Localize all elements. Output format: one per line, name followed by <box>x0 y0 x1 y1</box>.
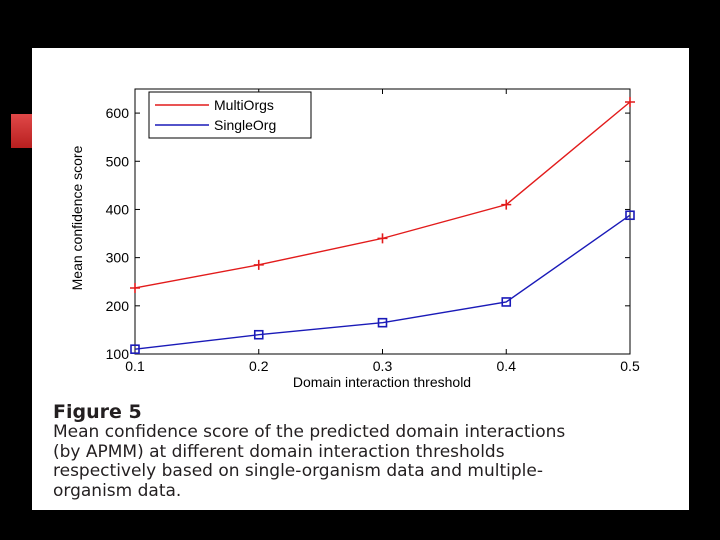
slide-panel: 0.1 0.2 0.3 0.4 0.5 100 200 300 400 500 600 MultiO… <box>32 48 689 510</box>
y-axis-label: Mean confidence score <box>69 145 85 290</box>
data-point-multiorgs <box>501 199 512 210</box>
data-point-singleorg <box>501 297 512 307</box>
data-point-singleorg <box>377 317 388 328</box>
data-point-multiorgs <box>377 233 388 244</box>
legend: MultiOrgs SingleOrg <box>148 91 312 139</box>
y-tick-label: 300 <box>106 250 130 266</box>
x-tick-label: 0.1 <box>125 358 145 374</box>
series-layer <box>130 97 635 354</box>
figure-description: Mean confidence score of the predicted d… <box>53 422 683 501</box>
figure-title: Figure 5 <box>53 401 142 423</box>
x-tick-label: 0.3 <box>373 358 393 374</box>
legend-label-multiorgs: MultiOrgs <box>214 97 274 113</box>
legend-box <box>148 91 312 139</box>
data-point-multiorgs <box>130 282 140 293</box>
figure-caption: Figure 5 Mean confidence score of the pr… <box>53 401 683 501</box>
caption-line: (by APMM) at different domain interactio… <box>53 441 505 462</box>
y-tick-label: 100 <box>106 346 130 362</box>
data-point-singleorg <box>130 344 140 354</box>
data-point-multiorgs <box>253 259 264 270</box>
x-tick-label: 0.4 <box>497 358 517 374</box>
x-tick-label: 0.5 <box>620 358 640 374</box>
y-tick-label: 600 <box>106 105 130 121</box>
line-chart: 0.1 0.2 0.3 0.4 0.5 100 200 300 400 500 600 MultiO… <box>69 88 640 390</box>
x-tick-label: 0.2 <box>249 358 269 374</box>
legend-label-singleorg: SingleOrg <box>214 117 276 133</box>
series-line-singleorg <box>134 214 631 350</box>
data-point-multiorgs <box>625 97 635 108</box>
data-point-singleorg <box>625 210 635 221</box>
y-tick-label: 200 <box>106 298 130 314</box>
axes: 0.1 0.2 0.3 0.4 0.5 100 200 300 400 500 600 <box>106 88 640 374</box>
y-tick-label: 400 <box>106 201 130 217</box>
red-accent-bar <box>11 114 32 148</box>
data-point-singleorg <box>253 329 264 340</box>
y-tick-label: 500 <box>106 153 130 169</box>
caption-line: respectively based on single-organism da… <box>53 461 543 481</box>
caption-line: organism data. <box>53 480 182 501</box>
x-axis-label: Domain interaction threshold <box>293 374 471 390</box>
caption-line: Mean confidence score of the predicted d… <box>53 422 566 442</box>
